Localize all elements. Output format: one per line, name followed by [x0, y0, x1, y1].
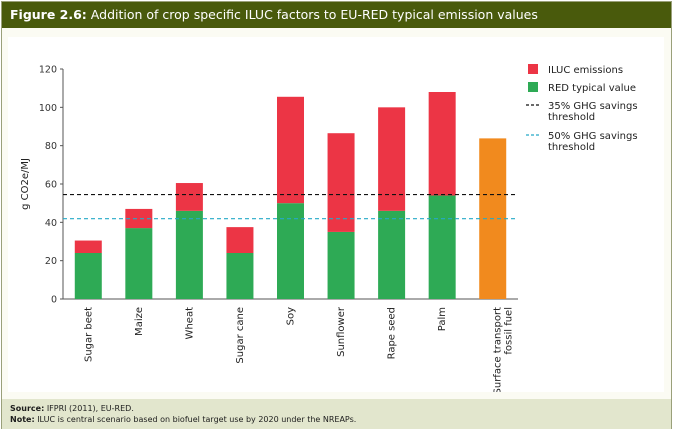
source-line: Source: IFPRI (2011), EU-RED. — [10, 403, 663, 414]
bar-red-typical — [327, 231, 355, 299]
bar-red-typical — [277, 203, 304, 299]
bar-iluc — [125, 208, 153, 229]
legend-swatch — [528, 64, 538, 74]
bar-iluc — [277, 96, 304, 204]
x-category-label: Sunflower — [336, 306, 347, 357]
bar-iluc — [226, 227, 254, 253]
legend-label: RED typical value — [548, 83, 636, 94]
x-category-label: Wheat — [184, 307, 195, 340]
source-text: IFPRI (2011), EU-RED. — [46, 404, 134, 413]
source-label: Source: — [10, 404, 45, 413]
x-category-label: Maize — [134, 307, 145, 336]
y-axis-title: g CO2e/MJ — [20, 158, 31, 210]
figure-footer: Source: IFPRI (2011), EU-RED. Note: ILUC… — [2, 399, 671, 429]
note-text: ILUC is central scenario based on biofue… — [37, 415, 357, 424]
note-label: Note: — [10, 415, 35, 424]
x-category-label: Palm — [437, 307, 448, 331]
x-category-label: Surface transportfossil fuel — [493, 307, 515, 392]
bar-red-typical — [74, 253, 102, 299]
bar-iluc — [378, 107, 406, 211]
y-tick-label: 20 — [45, 256, 57, 267]
legend-swatch — [528, 82, 538, 92]
y-tick-label: 100 — [39, 103, 57, 114]
y-tick-label: 120 — [39, 65, 57, 76]
bar-iluc — [327, 133, 355, 232]
bar-red-typical — [378, 210, 406, 299]
y-tick-label: 0 — [51, 295, 57, 306]
legend-label: 50% GHG savings threshold — [548, 131, 638, 153]
x-category-label: Soy — [286, 307, 297, 325]
bar-red-typical — [226, 253, 254, 299]
y-tick-label: 60 — [45, 180, 57, 191]
bar-chart: 0 20 40 60 80 100 120 g CO2e/MJ Sugar beet Maize W… — [20, 64, 638, 392]
note-line: Note: ILUC is central scenario based on … — [10, 414, 663, 425]
x-category-label: Sugar beet — [83, 307, 94, 362]
bar-red-typical — [175, 210, 203, 299]
x-category-label: Sugar cane — [235, 307, 246, 364]
legend-label: ILUC emissions — [548, 65, 623, 76]
bar-iluc — [74, 240, 102, 253]
bar-iluc — [175, 183, 203, 211]
x-category-label: Rape seed — [387, 307, 398, 359]
bar-red-typical — [428, 195, 456, 299]
figure-title: Addition of crop specific ILUC factors t… — [90, 7, 538, 22]
bar-iluc — [428, 92, 456, 196]
legend-label: 35% GHG savings threshold — [548, 101, 638, 123]
y-tick-label: 80 — [45, 141, 57, 152]
bar-red-typical — [125, 228, 153, 299]
figure-label: Figure 2.6: — [10, 7, 87, 22]
chart-area: 0 20 40 60 80 100 120 g CO2e/MJ Sugar beet Maize W… — [8, 37, 664, 392]
figure-title-bar: Figure 2.6: Addition of crop specific IL… — [2, 2, 671, 28]
y-tick-label: 40 — [45, 218, 57, 229]
